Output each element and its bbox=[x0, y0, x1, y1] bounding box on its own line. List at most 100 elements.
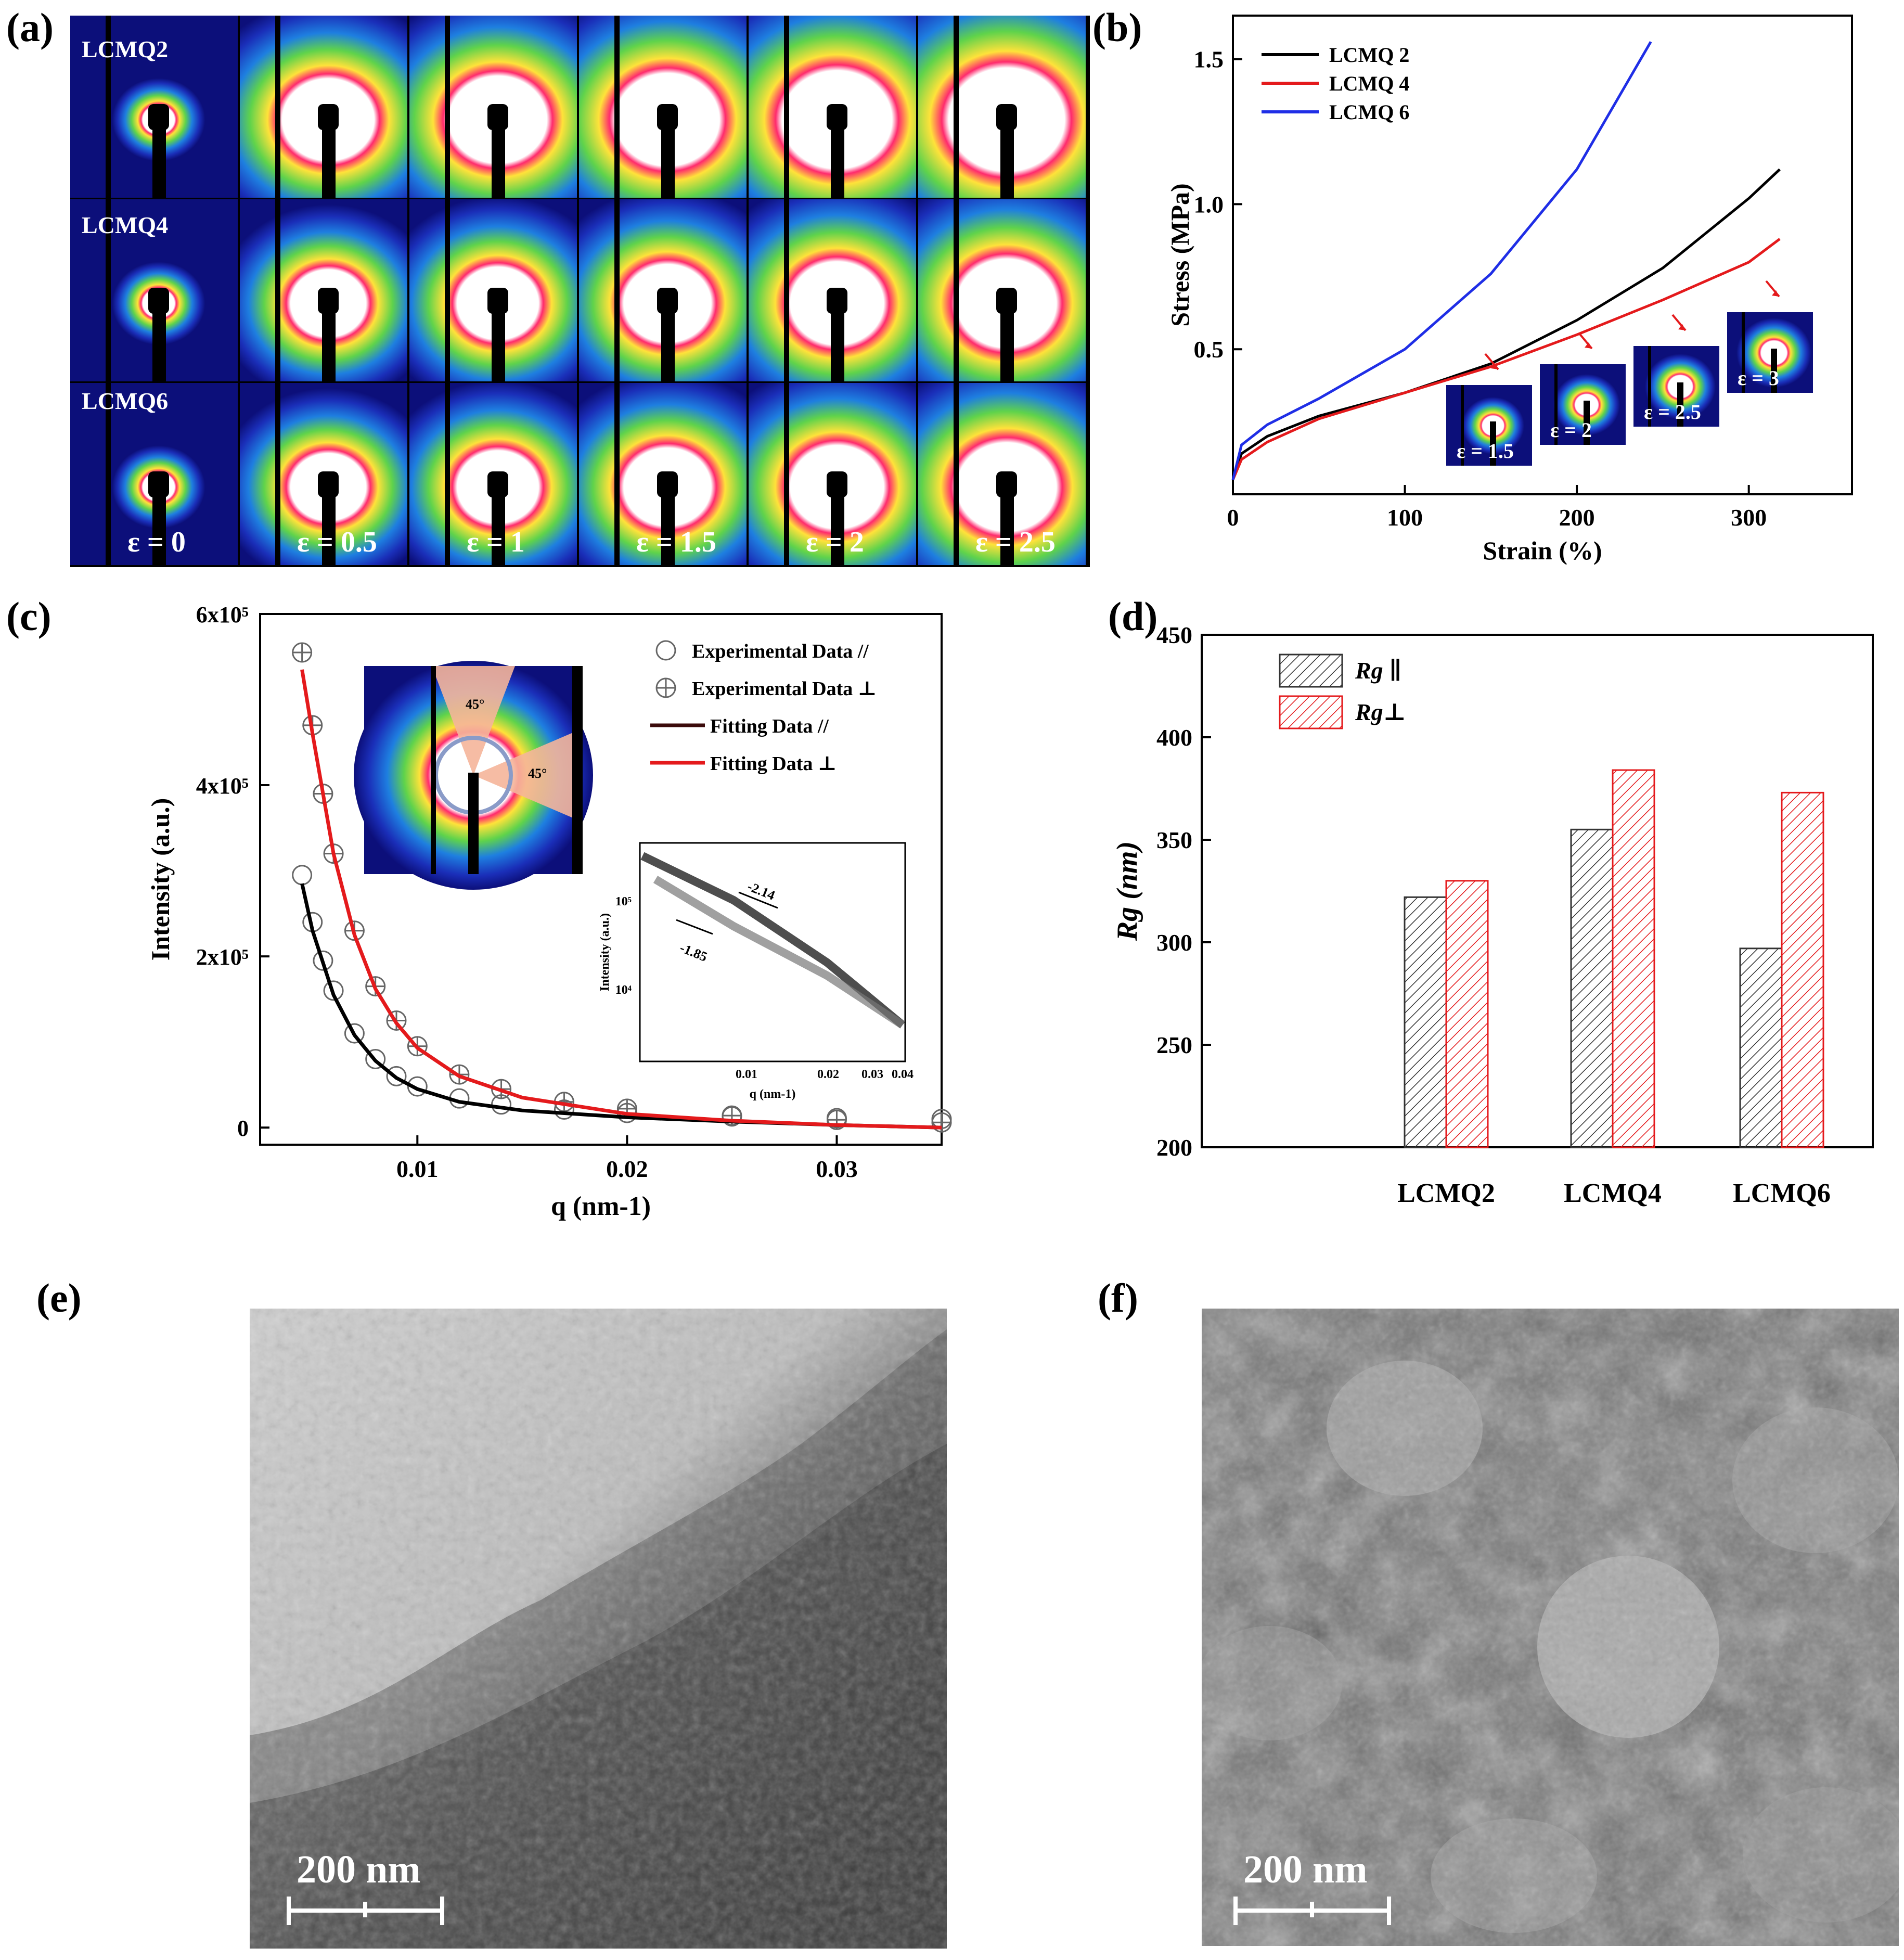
strain-label: ε = 1 bbox=[467, 526, 525, 558]
panel-label-b: (b) bbox=[1092, 5, 1142, 50]
fit-line bbox=[300, 669, 942, 1130]
saxs-pattern bbox=[918, 199, 1086, 381]
x-tick-label: 0.02 bbox=[606, 1156, 648, 1182]
scale-label-e: 200 nm bbox=[297, 1848, 421, 1891]
y-tick-label: 350 bbox=[1156, 827, 1192, 853]
strain-label: ε = 2.5 bbox=[975, 526, 1056, 558]
data-point bbox=[386, 1066, 407, 1086]
panel-label-a: (a) bbox=[6, 5, 54, 50]
x-tick-label: 0.01 bbox=[396, 1156, 439, 1182]
x-category-label: LCMQ4 bbox=[1564, 1178, 1662, 1208]
x-category-label: LCMQ6 bbox=[1733, 1178, 1831, 1208]
plot-frame bbox=[1232, 15, 1853, 495]
plot-frame bbox=[1201, 634, 1874, 1148]
inset-pattern: ε = 1.5 bbox=[1446, 385, 1532, 466]
bar bbox=[1570, 828, 1614, 1148]
saxs-pattern bbox=[240, 199, 407, 381]
inset-edge bbox=[572, 666, 583, 874]
inset-x-tick: 0.04 bbox=[892, 1068, 914, 1081]
y-tick-label: 450 bbox=[1156, 622, 1192, 648]
slope-line bbox=[676, 919, 713, 935]
scale-label-f: 200 nm bbox=[1243, 1848, 1368, 1891]
saxs-pattern bbox=[918, 16, 1086, 198]
scale-bar-f bbox=[1233, 1897, 1391, 1925]
series-line bbox=[1231, 168, 1781, 480]
saxs-pattern bbox=[409, 383, 577, 565]
data-point bbox=[323, 980, 344, 1001]
inset-beamstop bbox=[1461, 385, 1464, 466]
legend-label: Fitting Data // bbox=[710, 715, 829, 737]
y-axis-label: Intensity (a.u.) bbox=[146, 798, 175, 961]
intensity-panel: 0.01 0.02 0.03 0 2x10⁵ 4x10⁵ 6x10⁵ q (nm-1) Inte… bbox=[140, 602, 952, 1249]
inset-x-tick: 0.01 bbox=[736, 1068, 757, 1081]
panel-label-d: (d) bbox=[1108, 594, 1158, 639]
inset-label: ε = 2 bbox=[1550, 418, 1592, 442]
saxs-pattern bbox=[749, 383, 916, 565]
inset-beamstop bbox=[1742, 312, 1745, 393]
strain-label: ε = 2 bbox=[806, 526, 864, 558]
inset-y-tick: 10⁵ bbox=[615, 895, 632, 908]
inset-beamstop bbox=[431, 666, 436, 874]
strain-label: ε = 0 bbox=[127, 526, 186, 558]
plot-frame bbox=[259, 613, 943, 1146]
x-tick-label: 0 bbox=[1227, 504, 1239, 531]
inset-pattern: ε = 2.5 bbox=[1633, 346, 1719, 427]
strain-label: ε = 1.5 bbox=[636, 526, 716, 558]
inset-x-tick: 0.03 bbox=[861, 1068, 883, 1081]
legend-label: Rg ∥ bbox=[1355, 657, 1402, 684]
saxs-pattern bbox=[579, 16, 747, 198]
y-tick-label: 1.0 bbox=[1194, 191, 1224, 217]
tem-image-f: 200 nm bbox=[1202, 1309, 1899, 1946]
saxs-pattern bbox=[240, 383, 407, 565]
saxs-pattern bbox=[70, 383, 238, 565]
inset-beamstop bbox=[1771, 349, 1777, 393]
inset-pattern: ε = 2 bbox=[1540, 364, 1626, 445]
inset-label: ε = 2.5 bbox=[1644, 400, 1701, 424]
saxs-pattern bbox=[579, 199, 747, 381]
legend-marker bbox=[655, 640, 676, 661]
inset-beamstop bbox=[1584, 401, 1590, 445]
slope-line bbox=[738, 891, 778, 909]
bar bbox=[1612, 769, 1655, 1148]
scale-bar-e bbox=[287, 1897, 444, 1925]
inset-beamstop bbox=[1490, 421, 1496, 466]
panel-label-e: (e) bbox=[36, 1275, 82, 1321]
data-point bbox=[407, 1076, 428, 1097]
saxs-pattern bbox=[918, 383, 1086, 565]
legend-label: Experimental Data ⊥ bbox=[692, 678, 877, 700]
legend-label: LCMQ 2 bbox=[1329, 43, 1409, 67]
legend-swatch bbox=[1279, 654, 1343, 688]
inset-beamstop bbox=[468, 773, 479, 874]
legend-label: Experimental Data // bbox=[692, 640, 869, 662]
inset-y-label: Intensity (a.u.) bbox=[598, 913, 612, 991]
x-tick-label: 300 bbox=[1731, 504, 1767, 531]
x-tick-label: 200 bbox=[1559, 504, 1595, 531]
bar bbox=[1404, 896, 1447, 1148]
inset-y-tick: 10⁴ bbox=[615, 983, 632, 997]
inset-arrowhead bbox=[1491, 363, 1498, 369]
y-tick-label: 2x10⁵ bbox=[196, 944, 249, 970]
rg-panel: 200 250 300 350 400 450 LCMQ2 LCMQ4 LCMQ6 Rg (nm)… bbox=[1108, 619, 1888, 1238]
legend-label: LCMQ 4 bbox=[1329, 72, 1409, 95]
saxs-pattern bbox=[749, 199, 916, 381]
legend-swatch bbox=[1279, 695, 1343, 729]
inset-arrowhead bbox=[1772, 290, 1779, 297]
y-tick-label: 1.5 bbox=[1194, 46, 1224, 73]
inset-label: ε = 3 bbox=[1738, 366, 1779, 390]
y-tick-label: 200 bbox=[1156, 1134, 1192, 1161]
sample-label: LCMQ2 bbox=[82, 36, 169, 62]
bar bbox=[1445, 880, 1489, 1148]
saxs-pattern bbox=[70, 16, 238, 198]
x-axis-label: Strain (%) bbox=[1483, 536, 1602, 565]
series-line bbox=[1231, 238, 1781, 481]
panel-label-c: (c) bbox=[6, 594, 52, 639]
data-point bbox=[313, 950, 333, 971]
data-point bbox=[344, 1023, 365, 1044]
inset-x-tick: 0.02 bbox=[817, 1068, 839, 1081]
saxs-pattern bbox=[749, 16, 916, 198]
series-line bbox=[1231, 41, 1652, 480]
tem-image-e: 200 nm bbox=[250, 1309, 947, 1949]
x-axis-label: q (nm-1) bbox=[551, 1192, 651, 1221]
legend-label: LCMQ 6 bbox=[1329, 100, 1409, 124]
